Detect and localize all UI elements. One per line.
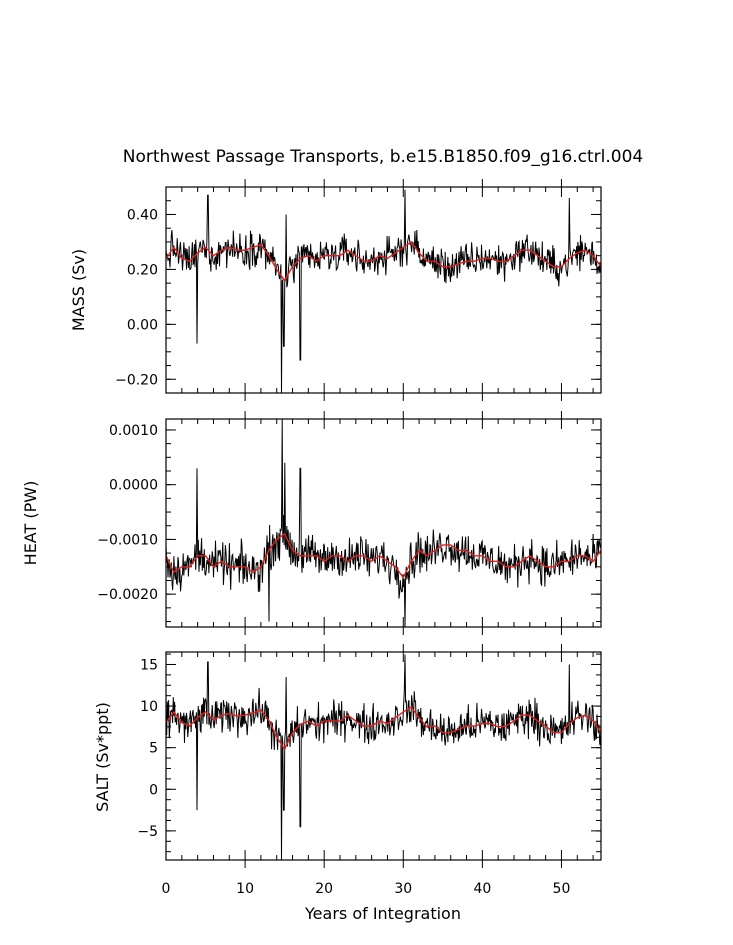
salt-monthly-series-line [165, 654, 602, 861]
heat-ytick-label: −0.0020 [97, 587, 158, 603]
heat-ytick-label: 0.0010 [109, 423, 158, 439]
heat-smoothed-series-line [165, 532, 602, 580]
x-tick-label: 20 [315, 881, 333, 897]
salt-ytick-label: 5 [149, 741, 158, 757]
mass-plot-frame [165, 186, 602, 394]
salt-ytick-label: 15 [140, 657, 158, 673]
salt-panel: SALT (Sv*ppt) −5 0 5 10 15 [93, 644, 602, 868]
mass-ytick-label: −0.20 [115, 372, 158, 388]
salt-plot-frame [165, 651, 602, 861]
mass-monthly-series-line [165, 189, 602, 394]
mass-panel: MASS (Sv) −0.20 0.00 0.20 0.40 [69, 179, 602, 401]
mass-ytick-label: 0.40 [127, 207, 158, 223]
x-tick-label: 0 [162, 881, 171, 897]
salt-ytick-label: 0 [149, 782, 158, 798]
x-tick-label: 10 [236, 881, 254, 897]
mass-ytick-label: 0.20 [127, 262, 158, 278]
x-tick-label: 40 [473, 881, 491, 897]
heat-monthly-series-line [165, 418, 602, 628]
heat-plot-frame [165, 418, 602, 628]
salt-smoothed-series-line [165, 705, 602, 751]
heat-y-axis-label: HEAT (PW) [21, 481, 40, 566]
chart-title: Northwest Passage Transports, b.e15.B185… [123, 147, 644, 167]
x-tick-label: 50 [553, 881, 571, 897]
mass-ytick-label: 0.00 [127, 317, 158, 333]
salt-ytick-label: −5 [137, 824, 158, 840]
mass-smoothed-series-line [165, 240, 602, 282]
salt-ytick-label: 10 [140, 699, 158, 715]
heat-panel: HEAT (PW) −0.0020 −0.0010 0.0000 0.0010 [21, 411, 602, 635]
mass-y-axis-label: MASS (Sv) [69, 249, 88, 331]
salt-y-axis-label: SALT (Sv*ppt) [93, 702, 112, 812]
heat-ytick-label: −0.0010 [97, 532, 158, 548]
heat-ytick-label: 0.0000 [109, 478, 158, 494]
x-axis-label: Years of Integration [304, 904, 461, 923]
x-tick-label: 30 [394, 881, 412, 897]
